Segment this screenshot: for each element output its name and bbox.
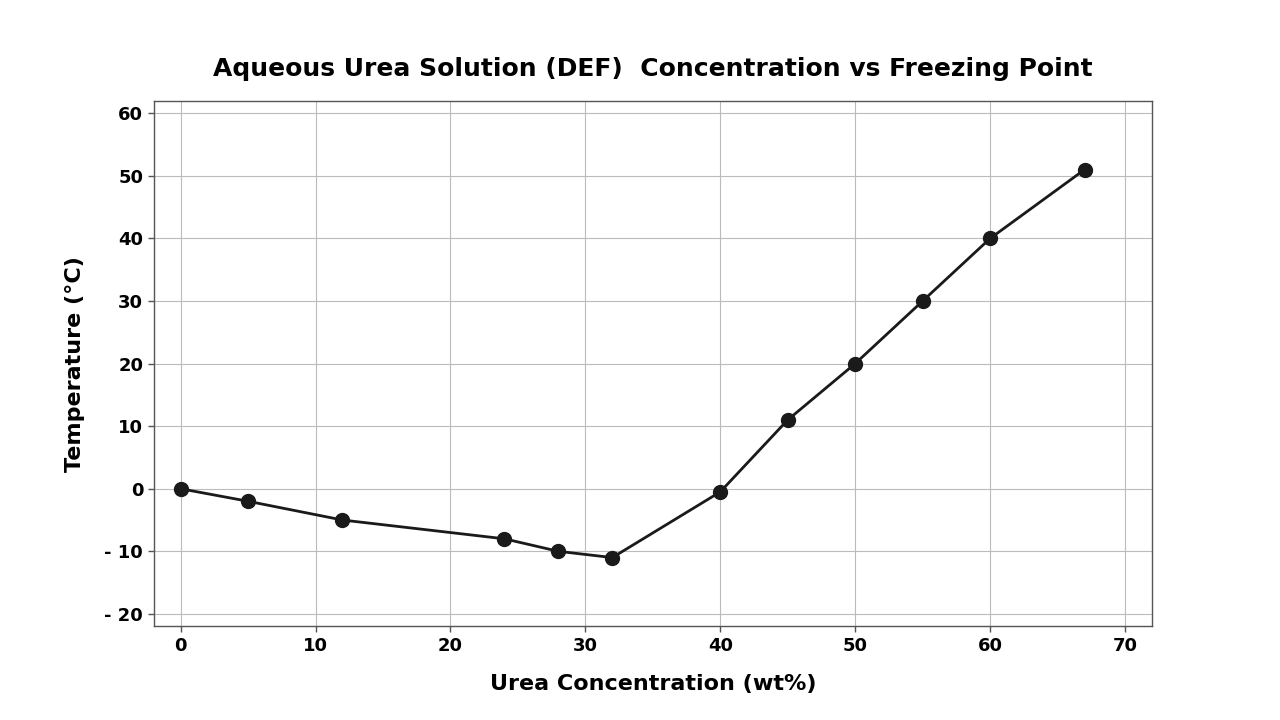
X-axis label: Urea Concentration (wt%): Urea Concentration (wt%)	[489, 674, 817, 694]
Y-axis label: Temperature (°C): Temperature (°C)	[65, 256, 84, 472]
Title: Aqueous Urea Solution (DEF)  Concentration vs Freezing Point: Aqueous Urea Solution (DEF) Concentratio…	[212, 57, 1093, 81]
